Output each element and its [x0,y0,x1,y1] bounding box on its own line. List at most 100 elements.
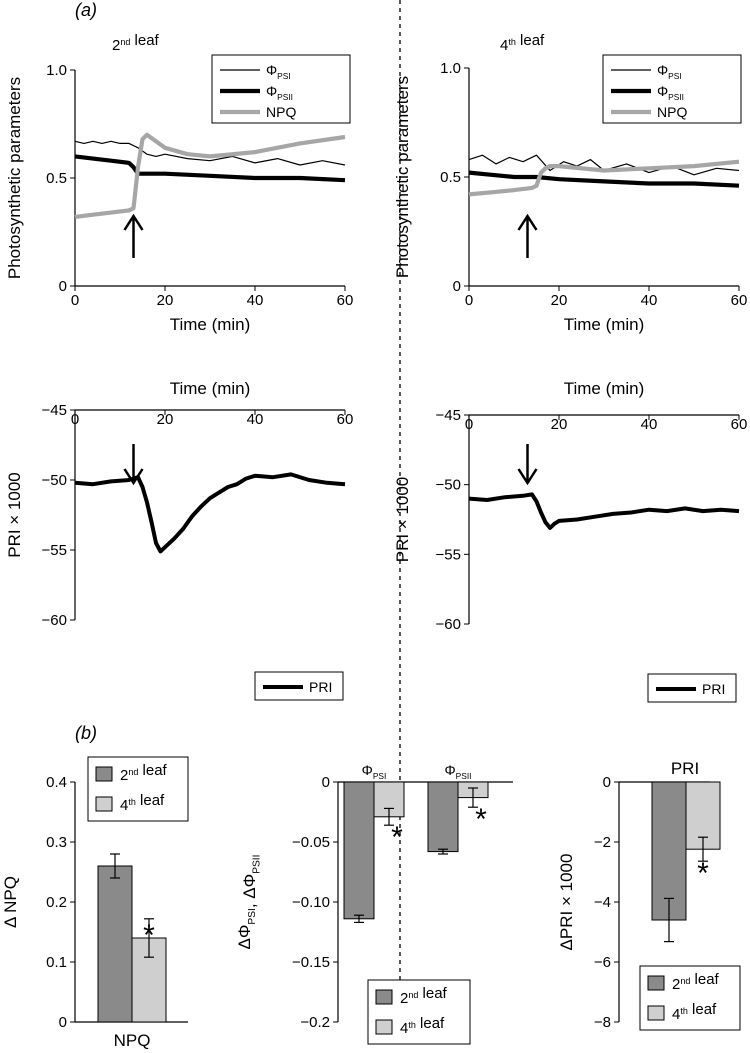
x-tick-label: 60 [731,416,748,433]
significance-marker: * [391,821,403,854]
y-axis-label: PRI × 1000 [5,472,24,558]
y-tick-label: 0 [322,774,330,791]
y-tick-label: −50 [42,472,67,489]
y-axis-label: ΔΦPSI, ΔΦPSII [235,855,263,950]
legend-swatch [95,796,113,812]
category-label: ΦPSI [362,762,387,781]
x-tick-label: 0 [465,416,473,433]
legend-swatch [95,766,113,782]
y-tick-label: 0.4 [46,774,67,791]
legend-swatch [375,1019,393,1035]
arrow-head [123,213,144,231]
legend-label: 4th leaf [400,1015,445,1037]
x-tick-label: 40 [641,416,658,433]
legend-label: NPQ [266,104,296,120]
y-tick-label: −0.15 [292,954,330,971]
x-tick-label: 0 [71,411,79,428]
significance-marker: * [475,803,487,836]
x-tick-label: 40 [247,292,264,309]
x-tick-label: 20 [157,292,174,309]
legend-label: ΦPSII [657,83,684,102]
panel-label-a: (a) [75,0,97,20]
y-axis-label: Photosynthetic parameters [5,77,24,279]
legend-label: PRI [702,681,725,697]
legend-label: 4th leaf [120,792,165,814]
arrow-head [517,213,538,231]
series-line-φpsii [74,154,346,183]
x-tick-label: 60 [337,292,354,309]
y-tick-label: −8 [594,1014,611,1031]
y-tick-label: −60 [42,612,67,629]
chart-title: 4th leaf [500,32,545,54]
legend-label: NPQ [657,104,687,120]
y-tick-label: −45 [42,402,67,419]
legend-swatch [375,989,393,1005]
y-tick-label: −45 [436,407,461,424]
y-tick-label: 0 [59,1014,67,1031]
y-tick-label: 1.0 [440,60,461,77]
y-axis-label: Δ NPQ [1,876,20,928]
y-tick-label: 0.5 [46,170,67,187]
y-axis-label: Photosynthetic parameters [393,76,412,278]
legend-swatch [647,975,665,991]
legend-label: 4th leaf [672,1001,717,1023]
x-tick-label: 20 [551,416,568,433]
y-tick-label: −0.10 [292,894,330,911]
y-tick-label: 0 [453,278,461,295]
series-line-npq [468,159,740,197]
legend-label: ΦPSI [266,62,291,81]
significance-marker: * [697,857,709,890]
x-axis-label: NPQ [114,1031,151,1050]
legend-label: ΦPSI [657,62,682,81]
bar-2nd-leaf [97,865,133,1023]
x-axis-label: Time (min) [564,315,645,334]
legend-label: 2nd leaf [672,971,720,993]
y-tick-label: 0 [603,774,611,791]
series-line-npq [74,132,346,219]
significance-marker: * [143,919,155,952]
legend-label: ΦPSII [266,83,293,102]
x-tick-label: 60 [731,292,748,309]
y-tick-label: 0.2 [46,894,67,911]
y-axis-label: PRI × 1000 [393,477,412,563]
x-axis-label: Time (min) [564,379,645,398]
y-tick-label: 0.5 [440,169,461,186]
y-axis-label: ΔPRI × 1000 [557,854,576,951]
category-label: ΦPSII [445,762,472,781]
series-line-pri [74,472,346,554]
y-tick-label: −55 [42,542,67,559]
series-line-φpsii [468,170,740,188]
x-tick-label: 0 [71,292,79,309]
y-tick-label: 0.3 [46,834,67,851]
y-tick-label: 0 [59,278,67,295]
y-tick-label: −60 [436,616,461,633]
y-tick-label: −0.2 [300,1014,330,1031]
arrow-head [123,468,144,486]
legend-swatch [647,1005,665,1021]
x-tick-label: 60 [337,411,354,428]
legend-label: 2nd leaf [400,985,448,1007]
chart-title: 2nd leaf [112,32,160,54]
chart-title: PRI [671,759,699,778]
bar-2nd-leaf [343,781,375,920]
x-tick-label: 0 [465,292,473,309]
x-axis-label: Time (min) [170,379,251,398]
panel-label-b: (b) [75,723,97,743]
bar-2nd-leaf [427,781,459,853]
legend-label: 2nd leaf [120,762,168,784]
arrow-head [517,468,538,486]
y-tick-label: −4 [594,894,611,911]
series-line-pri [468,492,740,530]
x-tick-label: 40 [247,411,264,428]
y-tick-label: −50 [436,477,461,494]
series-line-φpsi [74,140,346,166]
x-axis-label: Time (min) [170,315,251,334]
x-tick-label: 20 [157,411,174,428]
legend-label: PRI [309,679,332,695]
y-tick-label: −2 [594,834,611,851]
y-tick-label: −6 [594,954,611,971]
y-tick-label: −0.05 [292,834,330,851]
y-tick-label: 1.0 [46,62,67,79]
y-tick-label: −55 [436,546,461,563]
